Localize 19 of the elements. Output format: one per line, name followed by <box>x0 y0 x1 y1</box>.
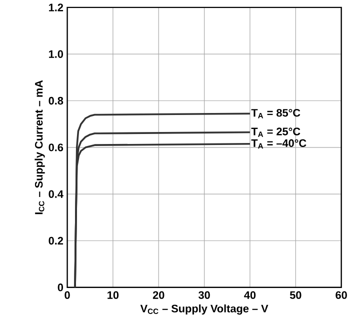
y-tick-label: 1.2 <box>49 4 64 12</box>
y-axis-title: I$_{CC}$ – Supply Current – mA <box>34 80 45 214</box>
x-tick-label: 30 <box>198 291 210 299</box>
y-tick-label: 0 <box>58 284 64 292</box>
y-tick-label: 0.8 <box>48 96 64 105</box>
series-label: T$_{A}$ = 25°C <box>251 128 300 137</box>
y-tick-label: 0.6 <box>48 144 64 152</box>
x-axis-title: V$_{CC}$ – Supply Voltage – V <box>140 304 268 315</box>
x-tick-label: 10 <box>108 291 119 299</box>
series-label: T$_{A}$ = 85°C <box>251 109 300 118</box>
y-tick-label: 0.2 <box>48 236 64 245</box>
x-tick-label: 60 <box>336 291 347 299</box>
x-tick-label: 40 <box>244 291 256 299</box>
x-tick-label: 20 <box>152 291 164 299</box>
x-tick-label: 50 <box>290 291 302 299</box>
series-label: T$_{A}$ = –40°C <box>251 139 306 149</box>
y-tick-label: 0.4 <box>48 190 64 198</box>
y-tick-label: 1.0 <box>49 50 64 58</box>
x-tick-label: 0 <box>64 291 70 299</box>
